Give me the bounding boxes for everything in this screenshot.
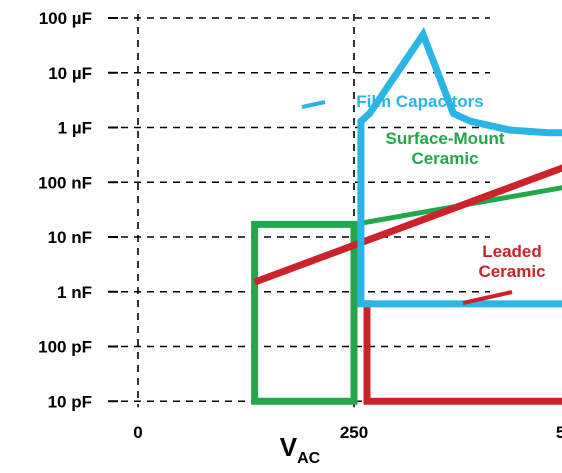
x-tick-label: 0 (133, 423, 142, 442)
leaded-ceramic-leader-line (462, 290, 513, 305)
y-tick-label: 10 nF (48, 228, 92, 247)
y-tick-label: 100 µF (39, 9, 92, 28)
leaded-ceramic-outline (253, 164, 562, 405)
y-tick-label: 1 µF (58, 119, 92, 138)
y-tick-label: 100 nF (38, 173, 92, 192)
x-axis-title: VAC (280, 432, 321, 467)
film-capacitors-label: Film Capacitors (356, 92, 484, 111)
leaded-ceramic-label-line: Leaded (482, 242, 542, 261)
leaded-ceramic-label: Leaded Ceramic (478, 242, 545, 281)
y-tick-label: 100 pF (38, 338, 92, 357)
x-tick-label: 500 (556, 423, 562, 442)
series-layer (251, 26, 562, 405)
surface-mount-ceramic-trend-line (353, 185, 562, 227)
axis-layer: VAC 10 pF 100 pF 1 nF 10 nF 100 nF 1 µF 10 µF 1… (38, 9, 562, 467)
film-capacitors-label-line: Film Capacitors (356, 92, 484, 111)
leaded-ceramic-label-line: Ceramic (478, 262, 545, 281)
surface-mount-ceramic-label-line: Surface-Mount (386, 129, 505, 148)
y-tick-label: 10 µF (48, 64, 92, 83)
y-tick-label: 1 nF (57, 283, 92, 302)
x-tick-label: 250 (340, 423, 368, 442)
x-axis-title-main: V (280, 432, 298, 462)
film-capacitors-outline (357, 26, 562, 308)
surface-mount-ceramic-label: Surface-Mount Ceramic (386, 129, 505, 168)
surface-mount-ceramic-label-line: Ceramic (411, 149, 478, 168)
x-axis-title-subscript: AC (297, 450, 321, 467)
film-capacitors-leader-line (301, 100, 326, 109)
grid-layer (108, 14, 490, 408)
y-tick-label: 10 pF (48, 392, 92, 411)
